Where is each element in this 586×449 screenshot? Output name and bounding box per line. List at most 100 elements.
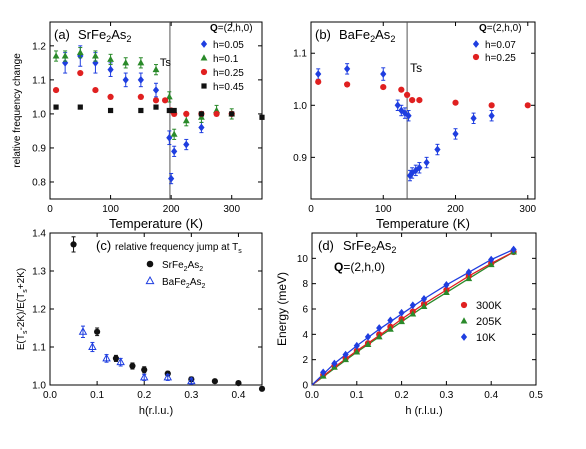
data-point [107,55,114,62]
panel-label: (a) [54,27,70,42]
data-point [405,111,412,120]
compound-label: SrFe2As2 [78,27,131,44]
x-axis-label: Temperature (K) [376,216,470,231]
legend-label: BaFe2As2 [162,277,205,290]
y-tick-label: 2 [302,355,308,366]
data-point [465,274,473,282]
panel-d: 0.0 0.1 0.2 0.3 0.4 0.5 0 2 4 6 8 10 h (r.l.u.) Energ… [275,232,543,417]
y-tick-label: 1.0 [32,109,46,120]
data-point [315,70,322,78]
y-tick-label: 1.4 [32,229,46,240]
legend-marker [460,317,468,324]
data-point [398,86,405,93]
data-point [152,97,160,104]
data-point [409,169,416,177]
data-point [420,302,428,309]
plot-frame [310,21,536,200]
panel-label: (d) [318,238,334,253]
data-point [376,324,383,332]
data-point [152,86,160,94]
plot-frame [49,21,263,200]
data-point [394,101,401,110]
data-point [137,93,144,100]
data-point [102,353,111,362]
data-point [152,65,160,73]
data-point [88,342,97,350]
plot-frame [311,232,537,386]
data-point [315,78,322,85]
data-point [364,332,372,341]
x-tick-label: 300 [519,204,536,215]
data-point [163,372,173,381]
x-tick-label: 0.4 [484,390,498,401]
y-axis-label: relative frequency change [12,53,23,168]
data-point [168,174,175,183]
data-point [423,158,430,167]
data-point [386,325,394,332]
y-tick-label: 10 [297,254,309,265]
y-tick-label: 1.0 [293,101,307,112]
data-point [342,350,349,359]
data-point [129,362,136,370]
data-point [488,255,495,264]
data-point [92,86,99,94]
data-point [170,130,178,137]
data-point [380,70,387,78]
data-point [344,64,351,73]
data-point [92,52,99,59]
data-point [171,107,177,114]
data-point [94,328,101,335]
legend-marker [146,260,154,268]
data-point [161,97,169,104]
panel-title: relative frequency jump at Ts [115,242,242,255]
data-point [198,123,205,132]
x-tick-label: 200 [163,204,180,215]
data-point [510,245,517,254]
data-point [166,107,172,114]
data-point [487,260,495,268]
legend-marker [200,54,208,61]
legend-label: 10K [476,332,496,344]
data-point [452,130,459,138]
data-point [488,111,495,120]
data-point [235,380,242,387]
x-tick-label: 100 [375,204,392,215]
data-point [259,114,265,120]
data-point [53,104,59,110]
legend-label: 300K [476,300,502,312]
data-point [107,65,114,74]
data-point [183,140,190,149]
x-tick-label: 0.2 [395,390,409,401]
data-point [342,355,350,363]
x-tick-label: 0.5 [529,390,543,401]
data-point [416,96,423,104]
data-point [70,241,77,248]
data-point [137,75,144,84]
y-tick-label: 1.1 [293,49,307,60]
x-tick-label: 0.0 [43,390,57,401]
data-point [404,91,411,98]
data-point [353,348,361,355]
y-tick-label: 1.1 [32,75,46,86]
data-point [139,372,149,381]
data-point [107,93,114,100]
data-point [470,114,477,123]
legend-marker [460,333,468,341]
legend-marker [201,83,207,89]
data-point [412,166,419,175]
data-point [165,93,173,100]
x-tick-label: 0.3 [439,390,453,401]
legend-marker [460,301,468,309]
x-tick-label: 0 [47,204,53,215]
data-point [137,59,145,66]
x-tick-label: 0.4 [231,390,245,401]
panel-a: 0 100 200 300 0.8 0.9 1.0 1.1 1.2 Temperature (K)… [12,21,265,231]
y-tick-label: 1.0 [32,381,46,392]
legend-label: h=0.05 [213,40,244,51]
compound-label: BaFe2As2 [339,27,395,44]
data-point [353,341,360,350]
y-tick-label: 1.3 [32,267,46,278]
data-point [153,104,159,110]
data-point [524,102,531,109]
